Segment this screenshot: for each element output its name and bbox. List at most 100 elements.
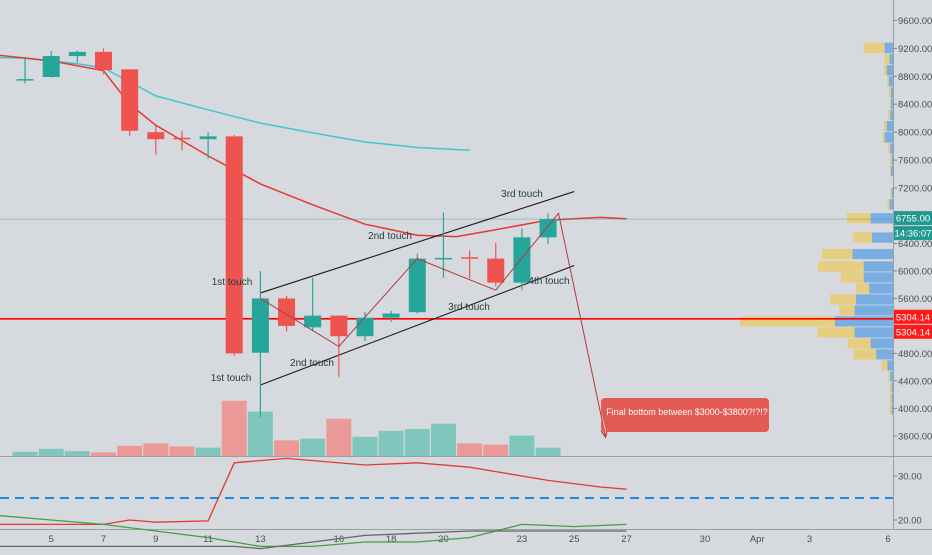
candle[interactable] <box>68 50 86 63</box>
candle[interactable] <box>461 250 479 279</box>
vpvr-yellow-bar <box>889 382 892 393</box>
volume-bar <box>404 429 430 456</box>
candle[interactable] <box>434 212 452 278</box>
candle-body <box>95 51 112 71</box>
vpvr-yellow-bar <box>889 393 892 404</box>
indicator-line-adx <box>0 457 627 526</box>
candle[interactable] <box>408 253 426 314</box>
candle-body <box>68 51 86 57</box>
candle-body <box>330 315 348 337</box>
date-tick-label: 11 <box>203 534 213 545</box>
annotation-touch-lower-1: 1st touch <box>211 373 252 384</box>
price-tick-label: 8000.00 <box>898 128 932 139</box>
vpvr-blue-bar <box>884 42 893 54</box>
candle[interactable] <box>278 295 296 332</box>
adx-indicator-pane[interactable]: 30.00 20.00 <box>0 457 922 550</box>
price-tick-label: 4400.00 <box>898 376 932 387</box>
volume-bar <box>195 447 221 456</box>
candle-body <box>42 56 60 77</box>
vpvr-yellow-bar <box>839 305 855 316</box>
date-tick-label: 23 <box>517 534 528 545</box>
vpvr-yellow-bar <box>846 213 871 224</box>
candle[interactable] <box>95 48 112 75</box>
candle[interactable] <box>487 242 505 287</box>
volume-bar <box>300 438 326 456</box>
candle-body <box>382 313 400 318</box>
target-callout-box <box>601 398 769 437</box>
vpvr-yellow-bar <box>889 165 891 177</box>
target-callout[interactable]: Final bottom between $3000-$3800?!?!? <box>601 398 769 437</box>
candle-body <box>251 298 269 353</box>
date-tick-label: 6 <box>885 534 890 545</box>
vpvr-blue-bar <box>872 232 893 243</box>
candlesticks <box>16 48 557 418</box>
candle[interactable] <box>42 51 60 78</box>
date-tick-label: 30 <box>700 534 711 545</box>
candle-body <box>121 69 139 131</box>
price-axis[interactable]: 9600.00 9200.00 8800.00 8400.00 8000.00 7600.… <box>893 16 932 442</box>
vpvr-yellow-bar <box>888 371 891 382</box>
vpvr-blue-bar <box>869 283 893 294</box>
vpvr-blue-bar <box>888 76 893 87</box>
vpvr-yellow-bar <box>889 87 891 98</box>
vpvr-yellow-bar <box>822 248 853 260</box>
vpvr-yellow-bar <box>890 188 892 199</box>
candle-body <box>408 258 426 313</box>
candle-countdown-tag: 14:36:07 <box>894 226 932 241</box>
price-tick-label: 4800.00 <box>898 349 932 360</box>
annotation-touch-upper-3: 3rd touch <box>501 189 543 200</box>
price-tick-label: 4000.00 <box>898 404 932 415</box>
vpvr-yellow-bar <box>847 338 871 349</box>
volume-bar <box>12 451 38 456</box>
date-tick-label: 7 <box>101 534 106 545</box>
candle-body <box>199 136 217 140</box>
candle[interactable] <box>251 270 269 418</box>
vpvr-blue-bar <box>855 294 893 305</box>
vpvr-yellow-bar <box>818 261 864 272</box>
price-tick-label: 6400.00 <box>898 239 932 250</box>
support-level-tag-bg <box>894 309 932 324</box>
candle[interactable] <box>539 213 557 245</box>
date-tick-label: 16 <box>334 534 345 545</box>
target-callout-text: Final bottom between $3000-$3800?!?!? <box>606 407 768 417</box>
candle[interactable] <box>147 125 165 155</box>
volume-bar <box>117 445 143 456</box>
volume-bar <box>143 443 169 456</box>
support-level-tag-2-bg <box>894 324 932 339</box>
vpvr-yellow-bar <box>888 109 891 121</box>
date-tick-label: 13 <box>255 534 266 545</box>
volume-bar <box>509 435 535 456</box>
channel-upper-line[interactable] <box>260 191 575 294</box>
vpvr-yellow-bar <box>830 294 856 305</box>
candle[interactable] <box>513 228 531 291</box>
indicator-line-di-minus <box>0 530 627 550</box>
candle-body <box>278 298 296 326</box>
volume-bar <box>221 400 247 456</box>
candle[interactable] <box>382 310 400 322</box>
vpvr-blue-bar <box>886 121 893 132</box>
candle[interactable] <box>121 69 139 136</box>
indicator-tick-label: 30.00 <box>898 472 922 483</box>
vpvr-yellow-bar <box>855 283 870 294</box>
date-tick-label: 9 <box>153 534 158 545</box>
vpvr-yellow-bar <box>883 65 887 76</box>
price-tick-label: 9200.00 <box>898 44 932 55</box>
date-tick-label: 5 <box>49 534 54 545</box>
volume-bar <box>169 446 195 456</box>
vpvr-yellow-bar <box>853 232 872 243</box>
candle[interactable] <box>173 130 191 151</box>
candle[interactable] <box>16 56 34 84</box>
annotation-touch-lower-3: 3rd touch <box>448 302 490 313</box>
support-level-tag: 5304.14 <box>894 309 932 324</box>
vpvr-blue-bar <box>863 261 893 272</box>
candle[interactable] <box>199 132 217 159</box>
candle[interactable] <box>225 134 243 357</box>
indicator-tick-label: 20.00 <box>898 516 922 527</box>
vpvr-blue-bar <box>863 272 893 283</box>
volume-bar <box>430 423 456 456</box>
date-tick-label: 3 <box>807 534 812 545</box>
candle[interactable] <box>304 277 322 332</box>
date-tick-label: 18 <box>386 534 397 545</box>
